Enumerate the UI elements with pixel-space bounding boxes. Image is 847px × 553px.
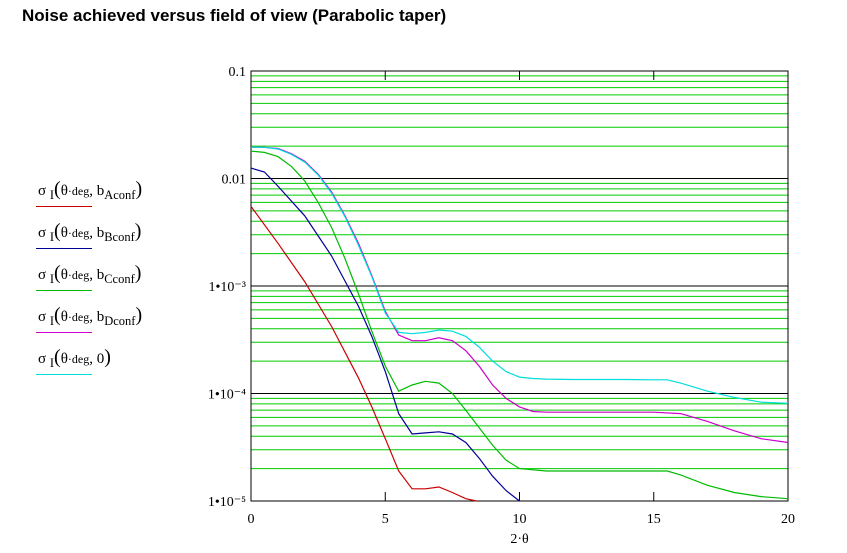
x-tick-label: 20 bbox=[781, 512, 795, 527]
legend-label: σ I(θ·deg, bBconf) bbox=[38, 220, 142, 244]
legend-item-bconf: σ I(θ·deg, bBconf) bbox=[36, 220, 216, 262]
legend-swatch-cconf bbox=[36, 290, 92, 291]
grid bbox=[251, 70, 788, 502]
legend-label: σ I(θ·deg, bAconf) bbox=[38, 178, 143, 202]
series-line-1 bbox=[250, 167, 520, 502]
series-line-0 bbox=[250, 206, 477, 502]
series-line-2 bbox=[250, 150, 789, 500]
legend-label: σ I(θ·deg, bDconf) bbox=[38, 304, 143, 328]
x-ticks bbox=[250, 71, 789, 501]
y-tick-label: 1•10⁻³ bbox=[209, 280, 247, 295]
x-tick-label: 0 bbox=[248, 512, 255, 527]
y-tick-label: 0.01 bbox=[222, 173, 247, 188]
legend-item-zero: σ I(θ·deg, 0) bbox=[36, 346, 216, 388]
y-tick-label: 1•10⁻⁵ bbox=[208, 495, 246, 510]
legend-swatch-bconf bbox=[36, 248, 92, 249]
legend-label: σ I(θ·deg, bCconf) bbox=[38, 262, 142, 286]
legend: σ I(θ·deg, bAconf) σ I(θ·deg, bBconf) σ … bbox=[36, 178, 216, 388]
series-line-4 bbox=[251, 146, 789, 404]
legend-label: σ I(θ·deg, 0) bbox=[38, 346, 111, 370]
legend-item-cconf: σ I(θ·deg, bCconf) bbox=[36, 262, 216, 304]
x-tick-label: 5 bbox=[382, 512, 389, 527]
x-axis-label: 2·θ bbox=[510, 532, 529, 547]
y-tick-labels: 0.1 0.01 1•10⁻³ 1•10⁻⁴ 1•10⁻⁵ bbox=[208, 65, 246, 510]
legend-item-aconf: σ I(θ·deg, bAconf) bbox=[36, 178, 216, 220]
legend-swatch-dconf bbox=[36, 332, 92, 333]
y-tick-label: 1•10⁻⁴ bbox=[208, 388, 246, 403]
x-tick-labels: 0 5 10 15 20 bbox=[248, 512, 796, 527]
series-layer bbox=[250, 146, 789, 502]
y-tick-label: 0.1 bbox=[229, 65, 247, 80]
legend-swatch-zero bbox=[36, 374, 92, 375]
x-tick-label: 10 bbox=[513, 512, 527, 527]
x-tick-label: 15 bbox=[647, 512, 661, 527]
legend-item-dconf: σ I(θ·deg, bDconf) bbox=[36, 304, 216, 346]
legend-swatch-aconf bbox=[36, 206, 92, 207]
chart-title: Noise achieved versus field of view (Par… bbox=[22, 6, 447, 25]
